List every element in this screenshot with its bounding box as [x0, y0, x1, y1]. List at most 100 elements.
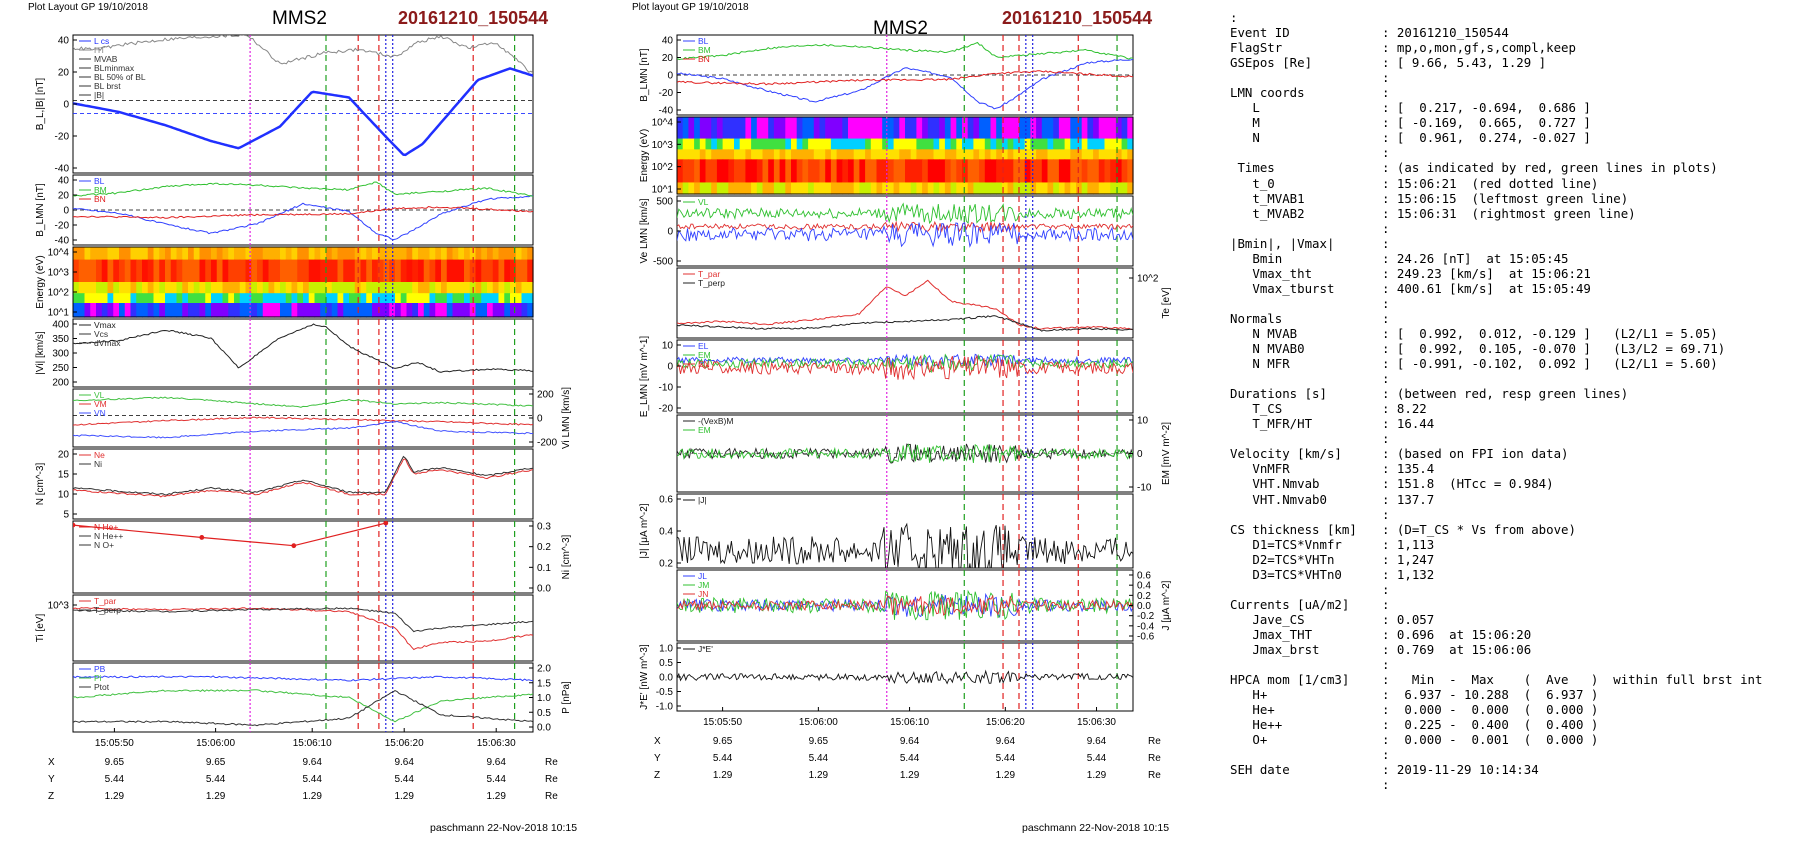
- position-row-label: X: [48, 757, 55, 768]
- spectrogram-cell: [1036, 149, 1043, 160]
- y-tick-label: -500: [653, 257, 673, 268]
- spectrogram-cell: [96, 247, 103, 261]
- spectrogram-cell: [262, 259, 270, 283]
- spectrogram-cell: [101, 293, 109, 304]
- spectrogram-cell: [182, 247, 189, 261]
- spectrogram-cell: [170, 293, 178, 304]
- spectrogram-cell: [245, 259, 252, 283]
- spectrogram-cell: [1024, 138, 1031, 150]
- spectrogram-cell: [423, 293, 431, 304]
- y-tick-label: 0.2: [537, 542, 551, 553]
- y-tick-label: 10^4: [652, 118, 674, 129]
- spectrogram-cell: [1001, 159, 1009, 184]
- spectrogram-cell: [245, 303, 252, 318]
- info-row: FlagStr: mp,o,mon,gf,s,compl,keep: [1230, 40, 1800, 55]
- spectrogram-cell: [510, 247, 517, 261]
- info-row: Durations [s]: (between red, resp green …: [1230, 386, 1800, 401]
- info-row: t_MVAB1: 15:06:15 (leftmost green line): [1230, 191, 1800, 206]
- spectrogram-cell: [1047, 182, 1054, 195]
- spectrogram-cell: [297, 282, 304, 294]
- spectrogram-cell: [739, 149, 746, 160]
- legend-label: L cs: [94, 36, 109, 46]
- y-axis-label: P [nPa]: [561, 681, 572, 714]
- spectrogram-cell: [1098, 182, 1106, 195]
- spectrogram-cell: [853, 182, 860, 195]
- info-value: : 137.7: [1382, 491, 1435, 507]
- series-line: [677, 522, 1133, 568]
- spectrogram-cell: [239, 259, 247, 283]
- position-value: 5.44: [302, 774, 322, 785]
- y-tick-label: -40: [55, 236, 70, 247]
- spectrogram-cell: [762, 182, 769, 195]
- spectrogram-cell: [791, 138, 798, 150]
- spectrogram-cell: [291, 303, 298, 318]
- series-line: [677, 70, 1133, 86]
- spectrogram-cell: [308, 282, 316, 294]
- spectrogram-cell: [813, 149, 821, 160]
- spectrogram-cell: [1030, 138, 1037, 150]
- spectrogram-cell: [887, 149, 895, 160]
- info-label: :: [1230, 10, 1238, 25]
- y-tick-label: 300: [52, 349, 69, 360]
- legend-label: T_par: [698, 269, 720, 279]
- y-tick-label: 1.5: [537, 678, 551, 689]
- spectrogram-cell: [865, 117, 872, 140]
- info-value: :: [1382, 506, 1390, 522]
- spectrogram-cell: [694, 159, 701, 184]
- spectrogram-cell: [515, 247, 523, 261]
- spectrogram-cell: [791, 117, 798, 140]
- info-label: Velocity [km/s]: [1230, 446, 1342, 462]
- spectrogram-cell: [1047, 159, 1054, 184]
- spectrogram-cell: [779, 159, 786, 184]
- info-row: Vmax_tburst: 400.61 [km/s] at 15:05:49: [1230, 281, 1800, 296]
- spectrogram-cell: [1093, 117, 1100, 140]
- spectrogram-cell: [1007, 138, 1014, 150]
- info-label: N: [1230, 130, 1260, 146]
- spectrogram-cell: [1013, 117, 1020, 140]
- spectrogram-cell: [751, 138, 758, 150]
- panel-plot-area: [677, 494, 1133, 568]
- spectrogram-cell: [1064, 138, 1071, 150]
- left-spacecraft-title: MMS2: [272, 8, 327, 29]
- spectrogram-cell: [320, 282, 327, 294]
- spectrogram-cell: [887, 117, 895, 140]
- spectrogram-cell: [813, 159, 821, 184]
- spectrogram-cell: [153, 303, 160, 318]
- info-value: :: [1382, 371, 1390, 387]
- y-axis-label: Ve LMN [km/s]: [639, 198, 650, 263]
- spectrogram-cell: [973, 138, 980, 150]
- spectrogram-cell: [234, 293, 241, 304]
- spectrogram-cell: [360, 303, 367, 318]
- info-row: :: [1230, 747, 1800, 762]
- spectrogram-cell: [84, 282, 91, 294]
- x-tick-label: 15:06:30: [477, 738, 516, 749]
- spectrogram-cell: [159, 259, 166, 283]
- spectrogram-cell: [1058, 159, 1066, 184]
- spectrogram-cell: [262, 247, 270, 261]
- position-unit: Re: [545, 791, 558, 802]
- spectrogram-cell: [887, 159, 895, 184]
- spectrogram-cell: [819, 138, 826, 150]
- spectrogram-cell: [366, 303, 373, 318]
- spectrogram-cell: [768, 117, 775, 140]
- spectrogram-cell: [870, 138, 878, 150]
- spectrogram-cell: [722, 159, 729, 184]
- spectrogram-cell: [734, 138, 741, 150]
- spectrogram-cell: [326, 247, 333, 261]
- spectrogram-cell: [527, 259, 534, 283]
- y-axis-label: B_L,|B| [nT]: [35, 78, 46, 131]
- spectrogram-cell: [147, 247, 155, 261]
- spectrogram-cell: [819, 117, 826, 140]
- position-value: 1.29: [713, 770, 733, 781]
- spectrogram-cell: [830, 182, 838, 195]
- spectrogram-cell: [464, 247, 471, 261]
- info-row: SEH date: 2019-11-29 10:14:34: [1230, 762, 1800, 777]
- y-tick-label: 0.4: [659, 527, 673, 538]
- spectrogram-cell: [274, 247, 281, 261]
- series-line: [677, 353, 1133, 374]
- spectrogram-cell: [487, 293, 494, 304]
- spectrogram-cell: [119, 293, 126, 304]
- data-point: [383, 521, 389, 526]
- spectrogram-cell: [711, 149, 718, 160]
- info-label: T_CS: [1230, 401, 1283, 417]
